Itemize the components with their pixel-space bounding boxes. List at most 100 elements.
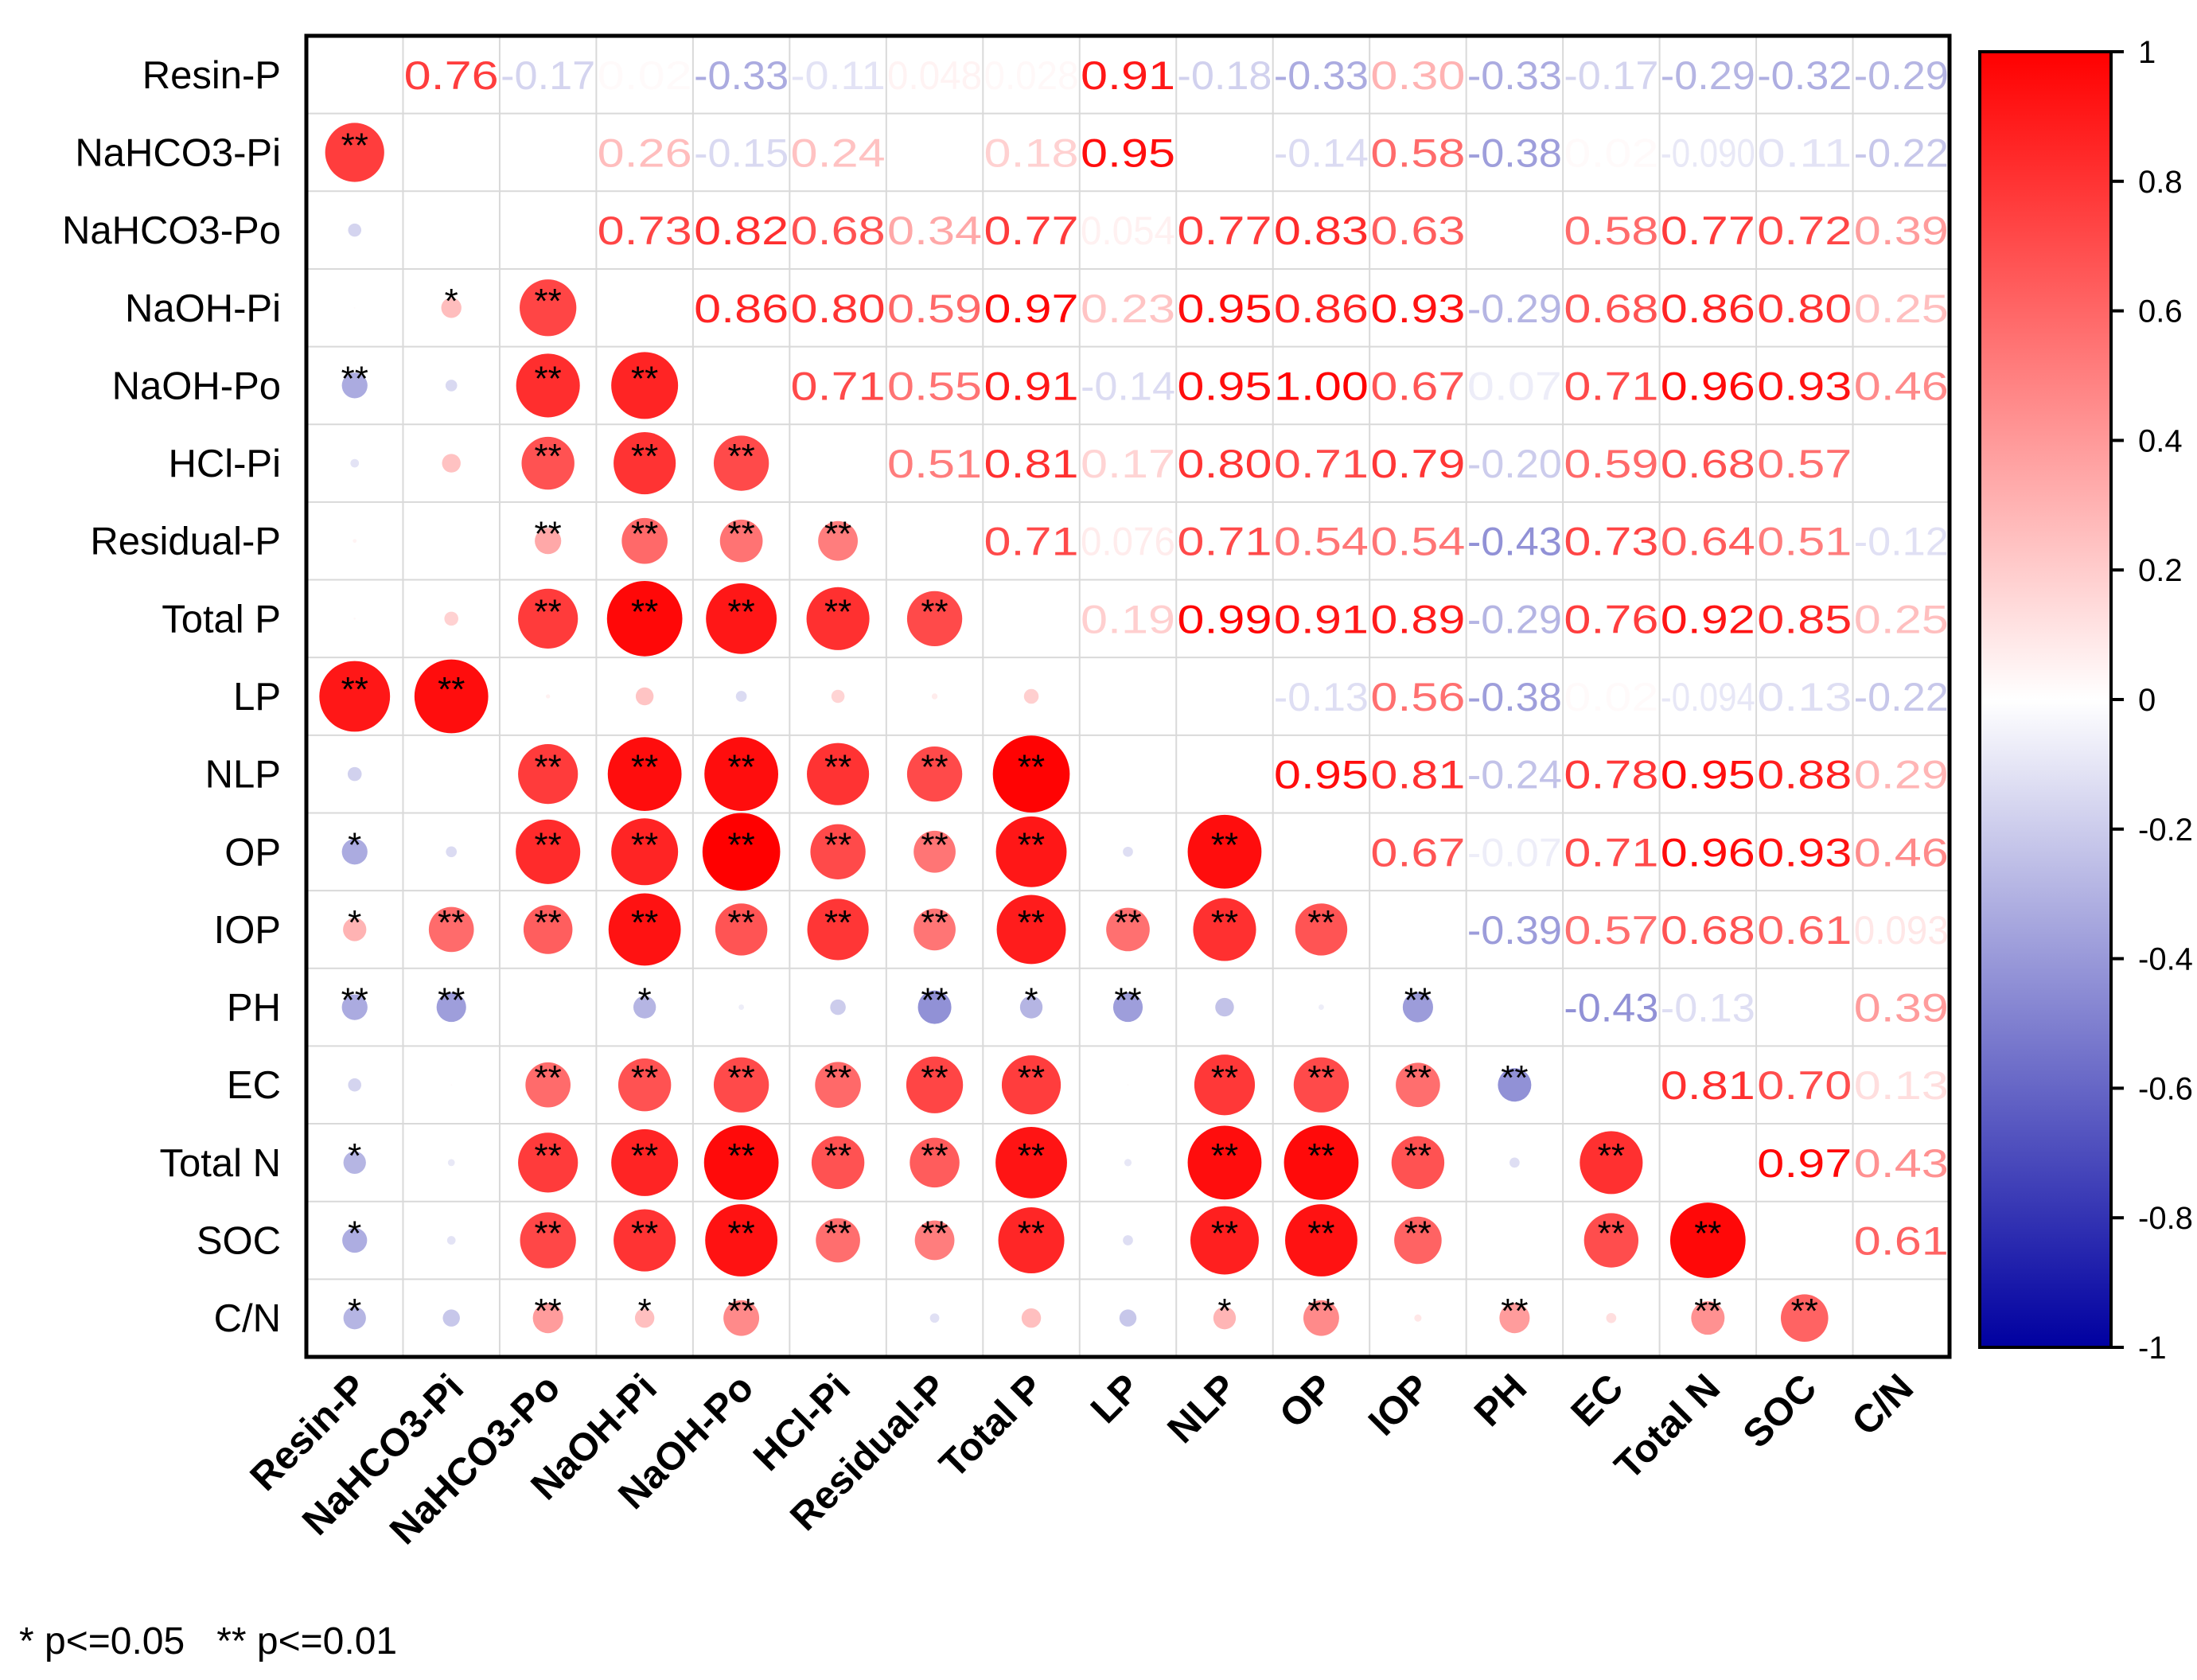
correlation-circle: [1606, 1312, 1617, 1323]
correlation-value: -0.20: [1467, 442, 1562, 486]
column-label: LP: [1083, 1366, 1148, 1432]
correlation-circle: [995, 1126, 1067, 1199]
correlation-circle: [931, 693, 938, 700]
correlation-value: -0.33: [694, 53, 789, 98]
correlation-value: 0.77: [984, 209, 1079, 253]
significance-mark: **: [824, 748, 851, 787]
correlation-circle: [1293, 1057, 1350, 1113]
correlation-value: 0.71: [1274, 442, 1369, 486]
significance-mark: **: [1694, 1214, 1721, 1253]
significance-mark: **: [1501, 1058, 1528, 1097]
row-label: Total N: [159, 1142, 281, 1185]
significance-mark: **: [535, 282, 562, 321]
correlation-value: 0.19: [1081, 597, 1175, 641]
correlation-value: -0.11: [791, 53, 886, 98]
correlation-value: 0.23: [1081, 286, 1175, 331]
correlation-circle: [1019, 996, 1043, 1019]
significance-mark: **: [727, 825, 754, 864]
significance-mark: **: [1791, 1292, 1818, 1331]
correlation-value: 0.91: [984, 364, 1079, 408]
correlation-circle: [807, 898, 869, 961]
correlation-value: -0.32: [1757, 53, 1852, 98]
significance-mark: **: [535, 1292, 562, 1331]
correlation-circle: [831, 689, 845, 704]
row-label: HCl-Pi: [168, 442, 281, 485]
correlation-circle: [445, 380, 458, 392]
correlation-circle: [815, 1062, 861, 1109]
correlation-circle: [611, 352, 679, 419]
correlation-circle: [428, 906, 474, 953]
correlation-circle: [614, 432, 676, 495]
correlation-circle: [532, 1303, 563, 1334]
correlation-circle: [518, 588, 578, 649]
significance-mark: **: [1501, 1292, 1528, 1331]
correlation-circle: [348, 223, 362, 237]
correlation-value: 0.70: [1757, 1063, 1852, 1108]
significance-mark: **: [727, 748, 754, 787]
correlation-circle: [929, 1313, 940, 1323]
significance-mark: **: [341, 126, 368, 165]
significance-mark: *: [348, 825, 361, 864]
correlation-value: 0.51: [887, 442, 982, 486]
correlation-circle: [723, 1300, 760, 1336]
correlation-circle: [347, 766, 362, 782]
correlation-circle: [447, 1159, 455, 1167]
column-label: OP: [1272, 1366, 1342, 1436]
significance-mark: *: [1217, 1292, 1231, 1331]
correlation-value: 0.71: [1564, 830, 1658, 875]
significance-mark: **: [631, 437, 658, 476]
significance-mark: **: [1018, 1214, 1045, 1253]
correlation-value: 0.64: [1661, 520, 1755, 564]
correlation-value: 0.76: [1564, 597, 1658, 641]
correlation-value: -0.33: [1467, 53, 1562, 98]
correlation-circle: [704, 737, 779, 812]
row-label: NLP: [205, 754, 281, 797]
correlation-value: -0.38: [1467, 131, 1562, 175]
correlation-circle: [1215, 997, 1234, 1017]
significance-mark: **: [1018, 825, 1045, 864]
row-label: LP: [233, 676, 281, 719]
significance-mark: **: [727, 903, 754, 942]
correlation-circle: [702, 813, 781, 891]
correlation-value: 0.79: [1370, 442, 1465, 486]
row-label: OP: [224, 831, 281, 874]
correlation-value: -0.13: [1274, 675, 1369, 719]
significance-mark: **: [727, 1136, 754, 1175]
significance-mark: *: [348, 1214, 361, 1253]
correlation-value: 0.028: [984, 53, 1079, 98]
row-label: PH: [227, 987, 281, 1030]
correlation-circle: [518, 1132, 578, 1193]
correlation-circle: [353, 306, 356, 309]
row-label: EC: [227, 1064, 281, 1107]
significance-mark: **: [824, 592, 851, 631]
column-label: Total P: [932, 1366, 1052, 1487]
significance-mark: **: [921, 592, 948, 631]
correlation-circle: [634, 1308, 655, 1328]
row-label: Total P: [162, 598, 281, 641]
correlation-circle: [1106, 907, 1150, 952]
correlation-value: 0.26: [598, 131, 692, 175]
row-label: NaHCO3-Pi: [75, 131, 281, 174]
correlation-circle: [1319, 1004, 1324, 1011]
correlation-value: 0.18: [984, 131, 1079, 175]
colorbar-tick-label: 0.4: [2138, 423, 2183, 458]
correlation-circle: [525, 1062, 571, 1108]
correlation-value: 0.39: [1854, 209, 1949, 253]
correlation-value: 0.39: [1854, 986, 1949, 1031]
significance-mark: *: [1024, 981, 1038, 1020]
correlation-circle: [446, 1236, 456, 1245]
correlation-value: 0.95: [1177, 364, 1272, 408]
correlation-value: -0.43: [1564, 986, 1658, 1031]
significance-mark: **: [535, 359, 562, 398]
colorbar-tick-label: -0.8: [2138, 1201, 2193, 1236]
correlation-value: 0.77: [1661, 209, 1755, 253]
correlation-circle: [608, 893, 681, 966]
correlation-value: 0.67: [1370, 830, 1465, 875]
significance-mark: **: [921, 748, 948, 787]
correlation-value: 0.97: [984, 286, 1079, 331]
correlation-value: 0.093: [1854, 908, 1949, 953]
colorbar-tick-label: 0.6: [2138, 294, 2183, 329]
correlation-circle: [830, 999, 846, 1015]
significance-mark: **: [824, 515, 851, 554]
correlation-circle: [906, 746, 963, 802]
